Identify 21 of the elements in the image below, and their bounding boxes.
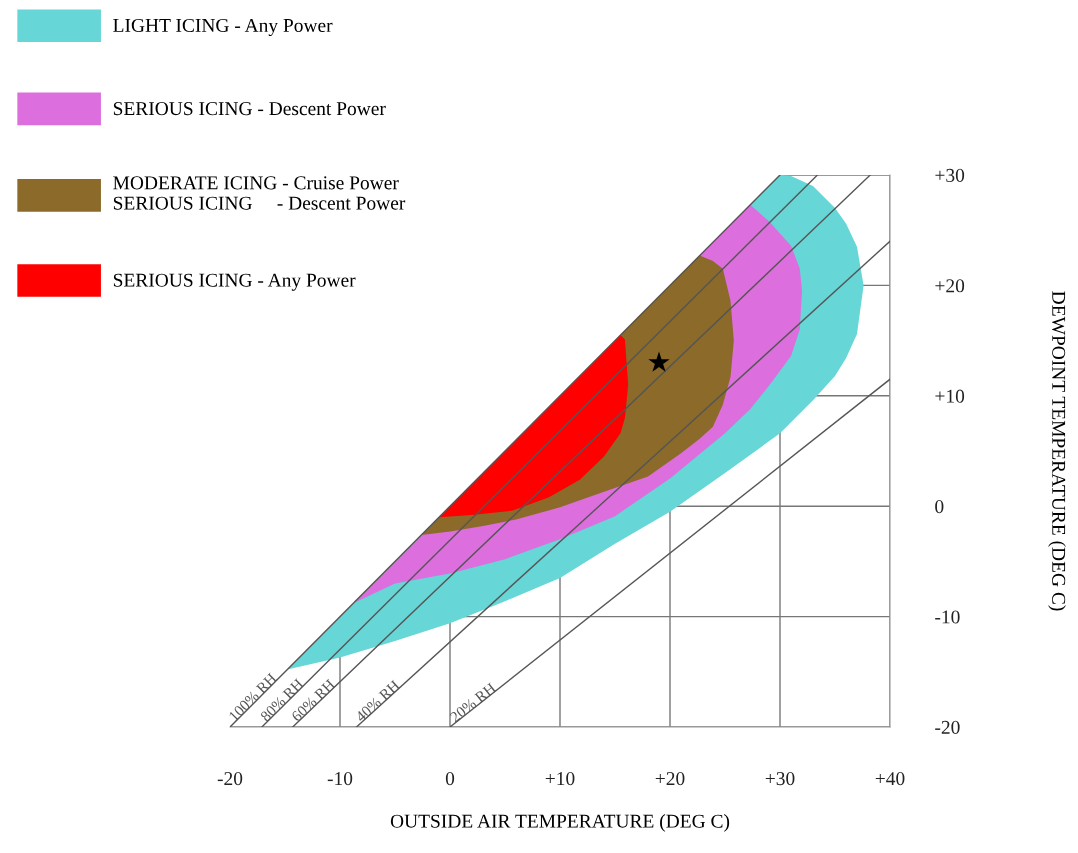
x-tick-label: +30 (765, 772, 795, 786)
y-axis-title: DEWPOINT TEMPERATURE (DEG C) (1048, 291, 1066, 611)
x-axis-title: OUTSIDE AIR TEMPERATURE (DEG C) (390, 814, 730, 832)
text: 20% RH (449, 682, 497, 723)
text: 40% RH (354, 679, 401, 723)
x-tick-label: +20 (655, 772, 685, 786)
y-tick-label: +30 (935, 168, 965, 182)
legend-label: LIGHT ICING - Any Power (113, 18, 333, 37)
y-tick-label: -20 (935, 720, 960, 734)
x-tick-label: 0 (445, 772, 455, 786)
legend-label: SERIOUS ICING - Descent Power (113, 102, 386, 116)
x-tick-label: +10 (545, 772, 575, 786)
legend-label: SERIOUS ICING - Any Power (113, 273, 356, 291)
x-tick-label: -10 (327, 772, 353, 786)
x-tick-label: -20 (217, 772, 243, 786)
legend-label: MODERATE ICING - Cruise Power SERIOUS ICING - Descent Power (113, 176, 406, 210)
y-tick-label: -10 (935, 610, 960, 624)
y-tick-label: +10 (935, 389, 965, 403)
y-tick-label: +20 (935, 279, 965, 293)
y-tick-label: 0 (935, 500, 944, 514)
x-tick-label: +40 (875, 772, 905, 786)
